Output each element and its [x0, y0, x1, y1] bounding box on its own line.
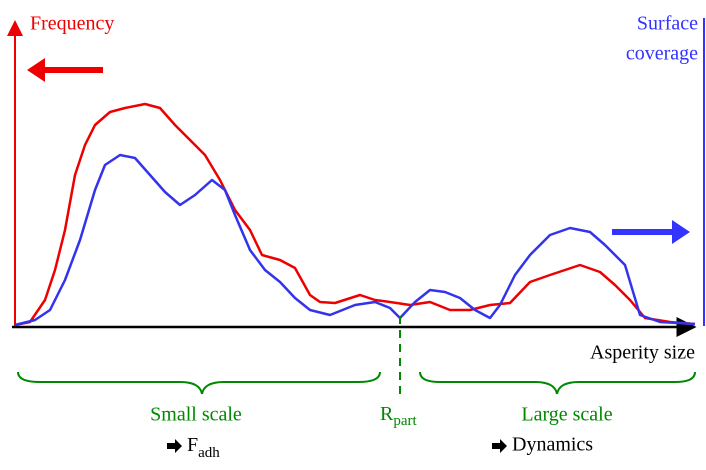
large-scale-label: Large scale	[521, 404, 612, 426]
small-scale-brace	[17, 371, 381, 395]
coverage-label: coverage	[626, 43, 698, 65]
frequency-label: Frequency	[30, 13, 114, 35]
implies-icon	[492, 439, 507, 453]
force-symbol: F	[187, 434, 198, 456]
x-axis-label: Asperity size	[590, 342, 695, 364]
implies-icon	[167, 439, 182, 453]
small-scale-label: Small scale	[150, 404, 242, 426]
large-scale-brace	[419, 371, 696, 395]
dynamics-label: Dynamics	[512, 434, 593, 456]
frequency-arrow	[27, 58, 103, 82]
frequency-curve	[14, 102, 696, 327]
divider-label: Rpart	[380, 403, 417, 430]
force-label: Fadh	[187, 434, 220, 462]
coverage-label: Surface	[637, 13, 698, 35]
divider-subscript: part	[393, 413, 417, 429]
force-subscript: adh	[198, 445, 220, 461]
coverage-arrow	[612, 220, 690, 244]
divider-symbol: R	[380, 403, 394, 425]
coverage-curve	[14, 153, 696, 327]
